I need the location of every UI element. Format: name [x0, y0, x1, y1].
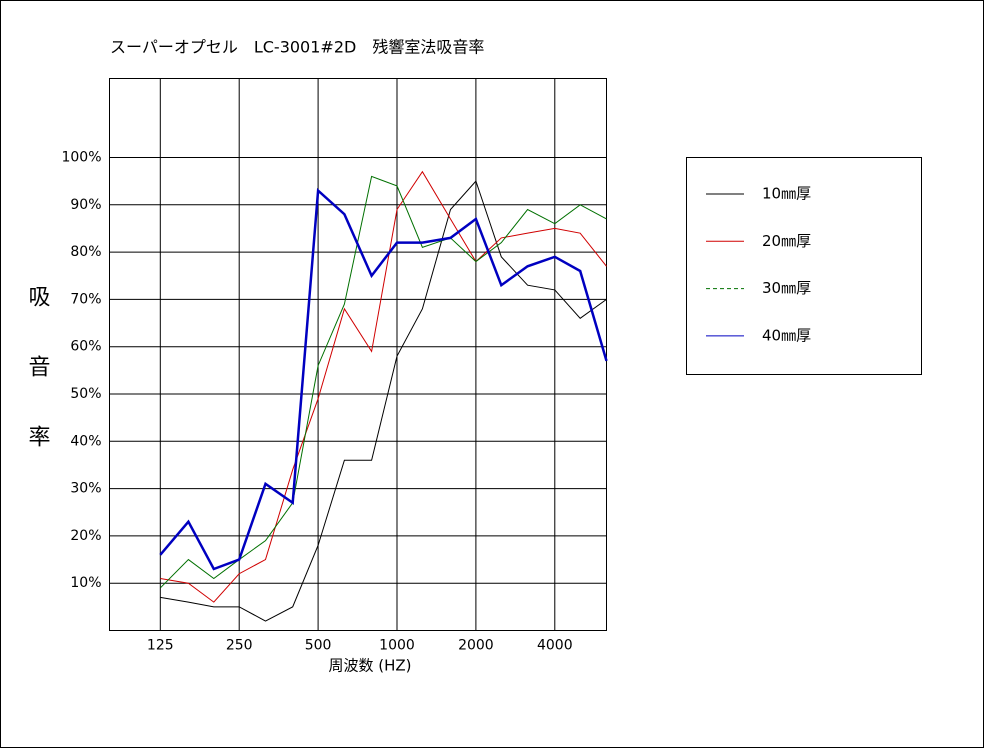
x-tick-label: 1000 [379, 638, 415, 654]
x-tick-label: 4000 [537, 638, 573, 654]
y-tick-label: 10% [70, 575, 101, 591]
y-tick-label: 80% [70, 244, 101, 260]
data-line [160, 170, 607, 603]
x-tick-label: 500 [305, 638, 332, 654]
y-tick-label: 30% [70, 481, 101, 497]
legend-label: 10㎜厚 [762, 185, 811, 203]
x-tick-label: 250 [226, 638, 253, 654]
x-axis-label: 周波数 (HZ) [328, 657, 411, 675]
legend-label: 20㎜厚 [762, 232, 811, 250]
y-axis-label: 吸音率 [25, 285, 50, 495]
y-tick-label: 90% [70, 197, 101, 213]
chart-title: スーパーオプセル LC-3001#2D 残響室法吸音率 [110, 38, 484, 57]
data-line [159, 187, 608, 571]
data-line [160, 180, 607, 622]
y-tick-label: 100% [61, 149, 101, 165]
legend-label: 30㎜厚 [762, 279, 811, 297]
y-tick-label: 50% [70, 386, 101, 402]
legend-label: 40㎜厚 [762, 326, 811, 344]
x-tick-label: 125 [147, 638, 174, 654]
plot-frame [109, 78, 607, 631]
y-tick-label: 60% [70, 339, 101, 355]
x-tick-label: 2000 [458, 638, 494, 654]
y-tick-label: 40% [70, 433, 101, 449]
y-tick-label: 70% [70, 291, 101, 307]
y-tick-label: 20% [70, 528, 101, 544]
data-line [159, 175, 607, 589]
